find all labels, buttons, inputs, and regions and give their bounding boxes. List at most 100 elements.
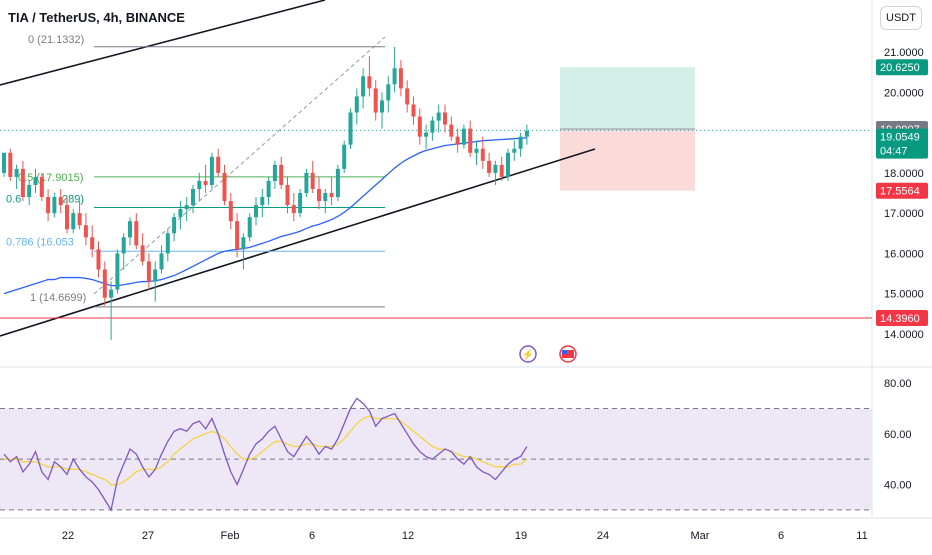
candle-body[interactable] [354, 96, 359, 113]
currency-button[interactable]: USDT [880, 6, 922, 30]
candle-body[interactable] [178, 209, 183, 218]
candle-body[interactable] [109, 289, 114, 298]
candle-body[interactable] [279, 164, 284, 185]
candle-body[interactable] [317, 188, 321, 202]
candle-body[interactable] [128, 221, 132, 238]
candle-body[interactable] [77, 213, 82, 226]
candle-body[interactable] [449, 124, 454, 137]
candle-body[interactable] [191, 188, 195, 206]
candle-body[interactable] [27, 184, 32, 198]
candle-body[interactable] [46, 197, 51, 214]
candle-body[interactable] [228, 201, 233, 222]
candle-body[interactable] [417, 116, 422, 137]
candle-body[interactable] [165, 233, 170, 254]
candle-body[interactable] [430, 120, 435, 133]
candle-body[interactable] [342, 144, 347, 169]
candle-body[interactable] [329, 193, 334, 198]
candle-body[interactable] [461, 128, 466, 145]
candle-body[interactable] [8, 152, 13, 177]
candle-body[interactable] [392, 68, 397, 85]
time-tick-label: 6 [309, 530, 315, 542]
candle-body[interactable] [52, 197, 57, 214]
candle-body[interactable] [146, 261, 151, 282]
candle-body[interactable] [241, 237, 246, 250]
price-badge [876, 309, 928, 326]
candle-body[interactable] [524, 130, 529, 137]
candle-body[interactable] [58, 197, 63, 206]
candle-body[interactable] [411, 104, 416, 117]
candle-body[interactable] [33, 176, 38, 185]
candle-body[interactable] [518, 136, 523, 149]
candle-body[interactable] [153, 269, 158, 282]
candle-body[interactable] [512, 148, 517, 153]
candle-body[interactable] [235, 221, 240, 250]
candle-body[interactable] [102, 269, 107, 298]
candle-body[interactable] [424, 132, 429, 137]
candle-body[interactable] [455, 136, 460, 145]
candle-body[interactable] [90, 237, 95, 250]
candle-body[interactable] [487, 160, 492, 173]
candle-body[interactable] [115, 253, 120, 290]
candle-body[interactable] [499, 164, 504, 177]
fib-level-label: 0 (21.1332) [28, 34, 84, 46]
candle-body[interactable] [266, 180, 271, 198]
candle-body[interactable] [468, 128, 473, 153]
candle-body[interactable] [285, 184, 290, 206]
candle-body[interactable] [493, 164, 498, 173]
candle-body[interactable] [367, 76, 372, 89]
candle-body[interactable] [373, 88, 378, 113]
candle-body[interactable] [254, 205, 258, 218]
candle-body[interactable] [216, 156, 221, 173]
candle-body[interactable] [209, 156, 214, 185]
candle-body[interactable] [386, 84, 391, 101]
candle-body[interactable] [121, 237, 126, 254]
candle-body[interactable] [304, 172, 309, 194]
candle-body[interactable] [65, 205, 69, 230]
candle-body[interactable] [134, 221, 139, 246]
candle-body[interactable] [197, 180, 202, 189]
candle-body[interactable] [291, 205, 296, 214]
position-profit-zone[interactable] [560, 67, 695, 129]
candle-body[interactable] [20, 168, 25, 198]
candle-body[interactable] [506, 152, 510, 177]
candle-body[interactable] [203, 180, 208, 185]
candle-body[interactable] [335, 168, 340, 198]
candle-body[interactable] [222, 172, 227, 202]
fib-level-label: 0.6 [6, 194, 21, 206]
fib-level-label: 0.5 (17.9015) [18, 172, 83, 184]
candle-body[interactable] [405, 88, 410, 105]
candle-body[interactable] [83, 225, 88, 238]
candle-body[interactable] [272, 164, 277, 181]
candle-body[interactable] [298, 193, 303, 214]
candle-body[interactable] [474, 148, 479, 153]
channel-upper-line[interactable] [0, 0, 326, 86]
candle-body[interactable] [323, 193, 328, 202]
candle-body[interactable] [172, 217, 177, 234]
candle-body[interactable] [159, 253, 164, 270]
flash-icon-glyph: ⚡ [522, 348, 534, 361]
candle-body[interactable] [398, 68, 403, 89]
position-loss-zone[interactable] [560, 128, 695, 191]
price-badge-label: 19.0549 [880, 132, 920, 144]
candle-body[interactable] [2, 152, 6, 173]
candle-body[interactable] [247, 217, 252, 238]
candle-body[interactable] [348, 112, 353, 145]
candle-body[interactable] [361, 76, 366, 97]
price-badge-label: 14.3960 [880, 313, 920, 325]
candle-body[interactable] [436, 112, 441, 121]
candle-body[interactable] [310, 172, 315, 189]
candle-body[interactable] [140, 245, 145, 262]
price-badge-label: 17.5564 [880, 186, 920, 198]
price-badge-countdown: 04:47 [880, 146, 908, 158]
candle-body[interactable] [14, 168, 19, 177]
candle-body[interactable] [71, 213, 76, 230]
candle-body[interactable] [480, 148, 485, 161]
flash-icon[interactable] [519, 345, 537, 363]
candle-body[interactable] [184, 205, 189, 210]
candle-body[interactable] [96, 249, 101, 270]
candle-body[interactable] [260, 197, 265, 206]
candle-body[interactable] [380, 100, 384, 113]
candle-body[interactable] [39, 176, 44, 198]
candle-body[interactable] [443, 112, 447, 125]
